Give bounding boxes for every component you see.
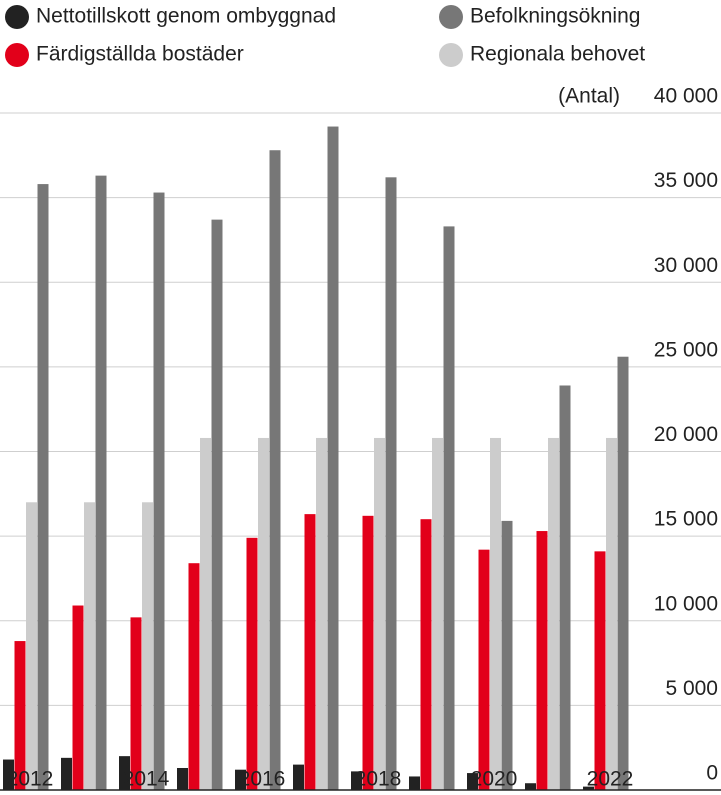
bar xyxy=(420,519,432,790)
bar xyxy=(14,641,26,790)
x-tick-label: 2022 xyxy=(587,768,634,791)
bar xyxy=(478,549,490,790)
legend-swatch xyxy=(5,5,29,29)
bar xyxy=(351,771,362,790)
bar xyxy=(269,150,281,791)
bar xyxy=(84,502,95,790)
y-tick-label: 5 000 xyxy=(665,677,718,700)
y-tick-label: 0 xyxy=(706,762,718,785)
bar xyxy=(432,437,443,790)
bar xyxy=(583,786,594,790)
bar xyxy=(26,502,37,790)
legend-swatch xyxy=(439,5,463,29)
bar xyxy=(606,437,617,790)
bar xyxy=(559,385,571,790)
bar xyxy=(409,776,420,790)
bar xyxy=(501,520,513,790)
legend-label: Regionala behovet xyxy=(470,43,645,66)
bar xyxy=(72,605,84,790)
x-tick-label: 2014 xyxy=(123,768,170,791)
y-tick-label: 10 000 xyxy=(654,592,718,615)
x-tick-label: 2018 xyxy=(355,768,402,791)
bar xyxy=(467,773,478,790)
bar xyxy=(37,184,49,790)
bar xyxy=(95,175,107,790)
bar xyxy=(374,437,385,790)
y-tick-label: 40 000 xyxy=(654,85,718,108)
x-tick-label: 2016 xyxy=(239,768,286,791)
bar xyxy=(316,437,327,790)
bar xyxy=(327,126,339,791)
y-tick-label: 20 000 xyxy=(654,423,718,446)
legend-label: Färdigställda bostäder xyxy=(36,43,244,66)
bar xyxy=(490,437,501,790)
bar xyxy=(188,563,200,790)
bar xyxy=(119,756,130,790)
bar xyxy=(142,502,153,790)
y-axis-label: (Antal) xyxy=(558,85,620,108)
y-tick-label: 30 000 xyxy=(654,254,718,277)
bar xyxy=(617,356,629,790)
bar xyxy=(385,177,397,790)
bar xyxy=(362,515,374,790)
bar xyxy=(525,783,536,790)
legend-label: Nettotillskott genom ombyggnad xyxy=(36,5,336,28)
y-tick-label: 15 000 xyxy=(654,508,718,531)
bar xyxy=(211,219,223,790)
x-tick-label: 2020 xyxy=(471,768,518,791)
bar xyxy=(3,759,14,790)
x-tick-label: 2012 xyxy=(7,768,54,791)
bar xyxy=(594,551,606,790)
bar xyxy=(548,437,559,790)
bar xyxy=(304,514,316,790)
bar xyxy=(258,437,269,790)
bar xyxy=(246,537,258,790)
legend-swatch xyxy=(5,43,29,67)
bar xyxy=(293,764,304,790)
bar xyxy=(130,617,142,790)
bar xyxy=(200,437,211,790)
bar xyxy=(177,767,188,790)
y-tick-label: 35 000 xyxy=(654,169,718,192)
bar xyxy=(153,192,165,791)
bar xyxy=(61,757,72,790)
legend-label: Befolkningsökning xyxy=(470,5,640,28)
bar xyxy=(536,531,548,790)
y-tick-label: 25 000 xyxy=(654,338,718,361)
bar xyxy=(235,769,246,790)
legend-swatch xyxy=(439,43,463,67)
bar xyxy=(443,226,455,790)
